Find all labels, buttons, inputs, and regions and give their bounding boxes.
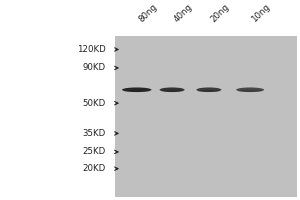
Text: 35KD: 35KD bbox=[82, 129, 106, 138]
Ellipse shape bbox=[161, 90, 183, 92]
Text: 25KD: 25KD bbox=[82, 147, 106, 156]
Ellipse shape bbox=[196, 87, 221, 92]
Ellipse shape bbox=[160, 87, 184, 92]
Text: 90KD: 90KD bbox=[83, 63, 106, 72]
Ellipse shape bbox=[236, 87, 264, 92]
Text: 20KD: 20KD bbox=[82, 164, 106, 173]
Text: 10ng: 10ng bbox=[250, 2, 272, 24]
Text: 50KD: 50KD bbox=[82, 99, 106, 108]
Bar bbox=[115, 36, 297, 197]
Ellipse shape bbox=[122, 87, 152, 92]
Text: 20ng: 20ng bbox=[209, 2, 231, 24]
Ellipse shape bbox=[198, 90, 220, 92]
Text: 120KD: 120KD bbox=[77, 45, 106, 54]
Ellipse shape bbox=[124, 90, 150, 92]
Text: 80ng: 80ng bbox=[137, 2, 159, 24]
Text: 40ng: 40ng bbox=[172, 2, 194, 24]
Ellipse shape bbox=[238, 90, 263, 92]
